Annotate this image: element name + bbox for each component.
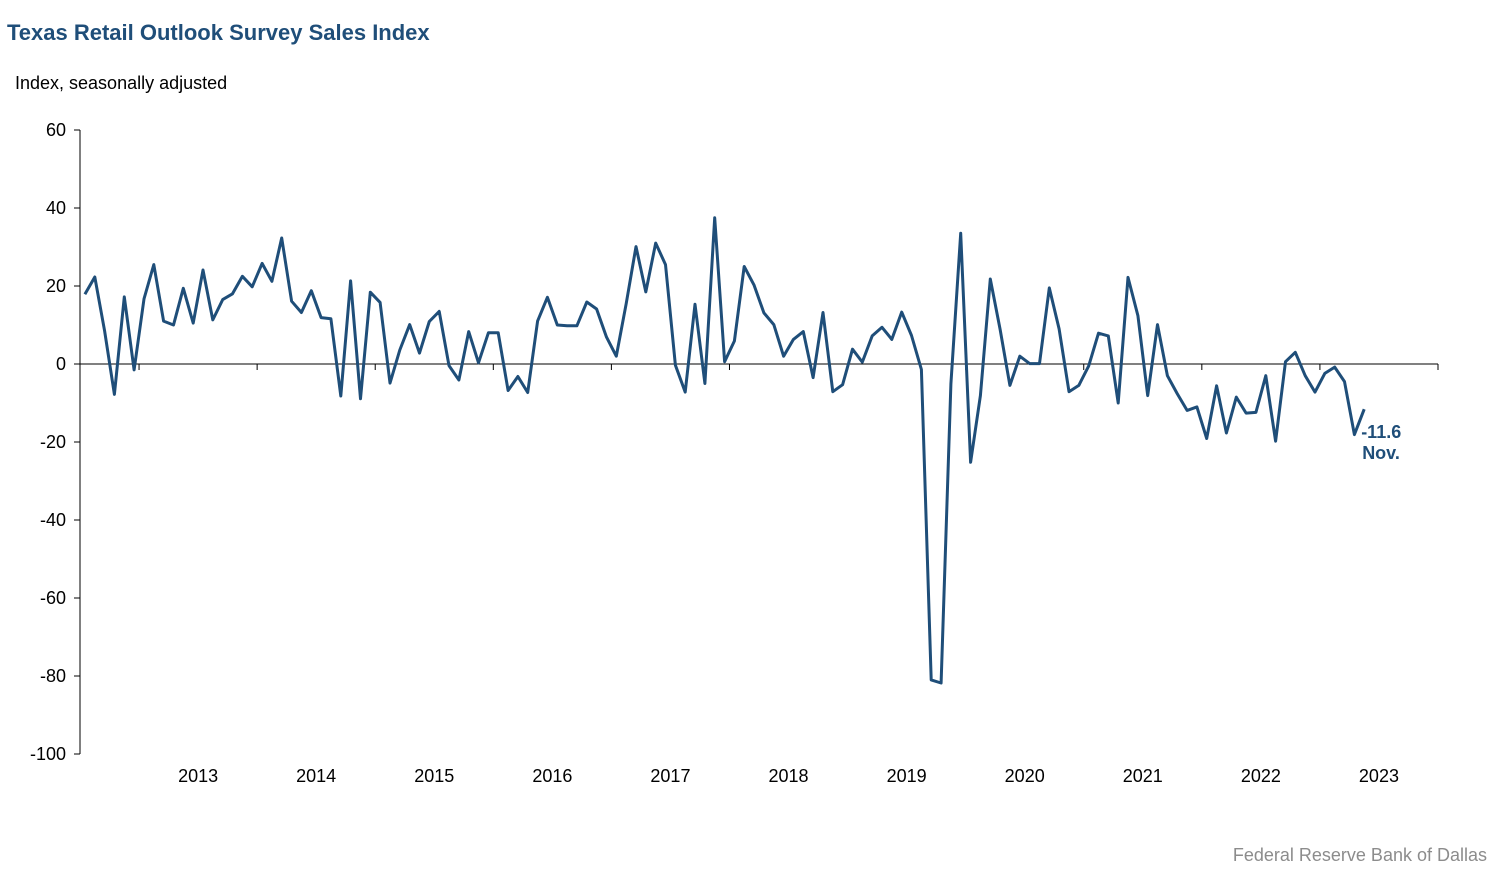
x-tick-label: 2013 bbox=[178, 766, 218, 786]
x-tick-label: 2022 bbox=[1241, 766, 1281, 786]
x-tick-label: 2021 bbox=[1123, 766, 1163, 786]
y-tick-label: -40 bbox=[40, 510, 66, 530]
y-tick-label: 0 bbox=[56, 354, 66, 374]
chart-title: Texas Retail Outlook Survey Sales Index bbox=[7, 20, 430, 45]
source-credit: Federal Reserve Bank of Dallas bbox=[1232, 845, 1487, 865]
last-period-label: Nov. bbox=[1362, 443, 1400, 463]
x-tick-label: 2016 bbox=[532, 766, 572, 786]
y-tick-label: -20 bbox=[40, 432, 66, 452]
series-line bbox=[83, 216, 1366, 685]
x-tick-label: 2019 bbox=[887, 766, 927, 786]
y-tick-label: -80 bbox=[40, 666, 66, 686]
x-tick-label: 2014 bbox=[296, 766, 336, 786]
y-tick-label: 40 bbox=[46, 198, 66, 218]
y-tick-label: 60 bbox=[46, 120, 66, 140]
y-tick-label: -60 bbox=[40, 588, 66, 608]
x-tick-label: 2020 bbox=[1005, 766, 1045, 786]
y-axis-label: Index, seasonally adjusted bbox=[15, 73, 228, 93]
y-tick-label: -100 bbox=[30, 744, 66, 764]
last-value-label: -11.6 bbox=[1361, 422, 1401, 442]
x-tick-label: 2018 bbox=[768, 766, 808, 786]
x-tick-label: 2023 bbox=[1359, 766, 1399, 786]
x-tick-label: 2017 bbox=[650, 766, 690, 786]
x-tick-label: 2015 bbox=[414, 766, 454, 786]
y-tick-label: 20 bbox=[46, 276, 66, 296]
